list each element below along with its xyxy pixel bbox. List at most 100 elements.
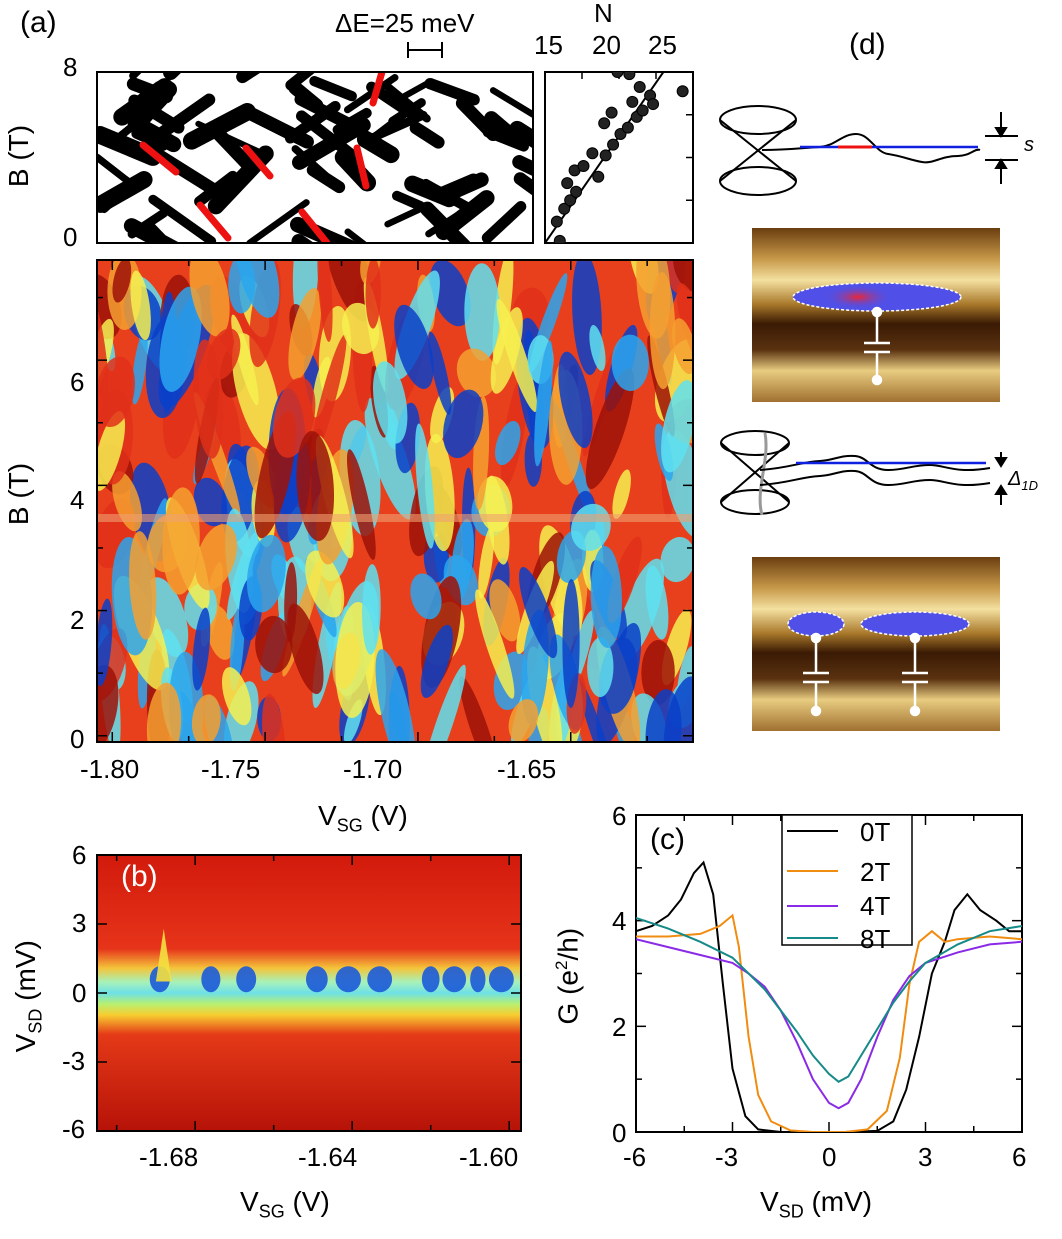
heatmap-blob xyxy=(221,667,252,726)
heatmap-blob xyxy=(421,664,466,742)
inset-point xyxy=(623,72,636,81)
b-xtick-1: -1.68 xyxy=(139,1142,199,1172)
inset-point xyxy=(564,194,577,207)
b-xtick-2: -1.64 xyxy=(298,1142,358,1172)
binary-stripe xyxy=(384,205,425,228)
stm-image-1 xyxy=(752,228,1000,402)
inset-point xyxy=(633,80,646,93)
heatmap-blob xyxy=(428,331,452,415)
inset-point xyxy=(626,95,639,108)
heatmap-blob xyxy=(323,260,373,322)
heatmap-blob xyxy=(310,334,347,462)
panel-label-c: (c) xyxy=(650,823,685,856)
a-main-ylabel: B (T) xyxy=(3,462,35,526)
heatmap-blob xyxy=(676,283,693,381)
heatmap-blob xyxy=(641,640,675,705)
inset-point xyxy=(550,215,563,228)
heatmap-blob xyxy=(97,411,126,491)
binary-stripe xyxy=(481,201,527,243)
gap-marker-delta xyxy=(994,452,1008,505)
legend-label-4T: 4T xyxy=(860,891,891,921)
c-xtick-6: 6 xyxy=(1012,1142,1027,1172)
heatmap-blob xyxy=(195,524,237,591)
heatmap-blob xyxy=(189,260,230,337)
heatmap-blob xyxy=(661,380,693,473)
heatmap-blob xyxy=(296,430,335,542)
b-ytick-m6: -6 xyxy=(62,1114,86,1144)
c-ytick-2: 2 xyxy=(612,1012,627,1042)
binary-stripe xyxy=(434,173,480,200)
heatmap-blob xyxy=(475,589,515,699)
legend-label-0T: 0T xyxy=(860,817,891,847)
a-main-ytick-2: 2 xyxy=(70,605,85,635)
c-ytick-6: 6 xyxy=(612,801,627,831)
heatmap-blob xyxy=(443,389,484,459)
a-main-xtick-1: -1.80 xyxy=(80,754,140,784)
inset-point xyxy=(676,85,689,98)
c-xtick-0: 0 xyxy=(822,1142,837,1172)
inset-point xyxy=(607,138,620,151)
heatmap-blob xyxy=(410,573,442,620)
inset-xtick-25: 25 xyxy=(648,30,677,60)
binary-stripe xyxy=(163,72,182,81)
binary-stripe xyxy=(344,228,368,243)
binary-stripe xyxy=(513,172,533,196)
b-ytick-0: 0 xyxy=(72,978,87,1008)
heatmap-blob xyxy=(262,693,286,742)
series-line-8T xyxy=(636,917,1022,1084)
heatmap-blob xyxy=(478,526,495,599)
heatmap-blob xyxy=(130,270,151,341)
heatmap-blob xyxy=(346,449,376,560)
binary-stripe xyxy=(100,173,144,214)
heatmap-blob xyxy=(97,598,113,687)
heatmap-blob xyxy=(235,260,280,318)
inset-point xyxy=(570,185,583,198)
binary-stripe xyxy=(370,107,412,141)
c-xtick-m6: -6 xyxy=(623,1142,647,1172)
a-main-xtick-2: -1.75 xyxy=(201,754,261,784)
c-ylabel: G (e2/h) xyxy=(552,927,584,1025)
binary-stripe xyxy=(129,72,143,80)
a-main-ytick-4: 4 xyxy=(70,485,85,515)
binary-stripe xyxy=(182,102,256,150)
binary-stripe xyxy=(512,155,533,177)
heatmap-blob xyxy=(288,288,322,381)
inset-point xyxy=(558,202,571,215)
heatmap-blob xyxy=(192,607,211,691)
panel-a-inset-scatter xyxy=(544,71,694,244)
binary-stripe xyxy=(236,72,262,84)
blockade-blob xyxy=(488,966,514,993)
inset-point xyxy=(611,72,624,78)
heatmap-blob xyxy=(519,567,558,659)
b-ytick-6: 6 xyxy=(72,840,87,870)
blockade-blob xyxy=(201,966,221,993)
binary-stripe xyxy=(97,126,162,166)
a-main-xtick-3: -1.70 xyxy=(343,754,403,784)
heatmap-blob xyxy=(590,546,622,649)
heatmap-blob xyxy=(456,348,497,398)
c-xlabel: VSD (mV) xyxy=(760,1186,873,1222)
binary-stripe xyxy=(113,78,174,126)
heatmap-blob xyxy=(495,420,521,466)
scale-bar-label: ΔE=25 meV xyxy=(335,8,475,38)
blockade-blob xyxy=(442,966,467,993)
panel-label-a: (a) xyxy=(20,6,57,39)
binary-stripe xyxy=(419,201,471,243)
blockade-blob xyxy=(236,966,257,993)
dirac-cone-top xyxy=(719,105,797,196)
heatmap-blob xyxy=(562,578,580,709)
inset-point xyxy=(636,104,649,117)
blockade-blob xyxy=(305,966,328,993)
binary-stripe xyxy=(424,77,480,106)
b-xlabel: VSG (V) xyxy=(240,1186,330,1222)
binary-stripe xyxy=(285,72,316,91)
series-line-2T xyxy=(636,913,1022,1132)
heatmap-blob xyxy=(645,565,669,640)
binary-stripe xyxy=(425,203,475,238)
heatmap-blob xyxy=(611,334,649,391)
inset-point xyxy=(599,149,612,162)
heatmap-blob xyxy=(587,637,614,698)
heatmap-blob xyxy=(191,694,221,742)
inset-point xyxy=(592,170,605,183)
blockade-blob xyxy=(367,966,393,993)
